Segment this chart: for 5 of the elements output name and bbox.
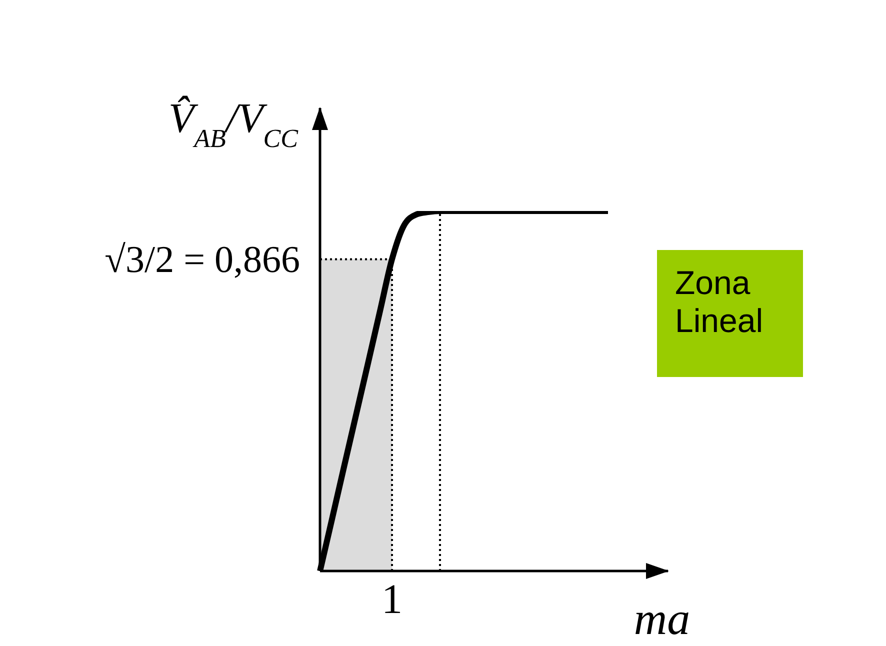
text: Zona Lineal xyxy=(657,250,803,377)
y-axis-title: V̂$_{AB}$/V$_{CC}$ xyxy=(168,95,299,152)
text: 1 xyxy=(382,577,402,623)
x-axis-title: ma xyxy=(634,593,690,644)
ref-line-label: √3/2 = 0,866 xyxy=(104,239,300,282)
